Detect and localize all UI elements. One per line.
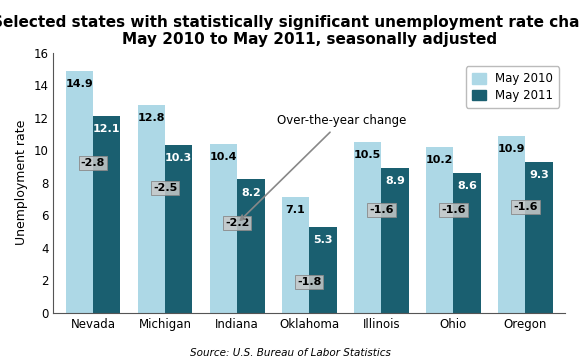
Text: -2.8: -2.8 xyxy=(81,158,105,168)
Text: 12.1: 12.1 xyxy=(93,124,121,134)
Text: -1.6: -1.6 xyxy=(513,202,538,212)
Text: 12.8: 12.8 xyxy=(137,113,165,123)
Text: 8.9: 8.9 xyxy=(385,176,405,186)
Bar xyxy=(525,162,553,313)
Text: -1.6: -1.6 xyxy=(369,205,393,215)
Text: 8.2: 8.2 xyxy=(241,188,261,198)
Bar xyxy=(282,197,309,313)
Bar xyxy=(66,71,93,313)
Bar xyxy=(454,173,481,313)
Text: 10.5: 10.5 xyxy=(354,150,381,160)
Text: -1.8: -1.8 xyxy=(297,277,321,287)
Text: 10.9: 10.9 xyxy=(498,144,525,154)
Bar xyxy=(237,180,264,313)
Text: 8.6: 8.6 xyxy=(457,181,477,191)
Text: -2.5: -2.5 xyxy=(153,183,177,193)
Text: 10.3: 10.3 xyxy=(165,153,193,163)
Bar xyxy=(381,168,409,313)
Bar xyxy=(93,116,121,313)
Legend: May 2010, May 2011: May 2010, May 2011 xyxy=(466,67,559,108)
Text: 14.9: 14.9 xyxy=(66,79,93,89)
Text: 5.3: 5.3 xyxy=(313,235,333,245)
Bar xyxy=(426,147,454,313)
Text: 10.4: 10.4 xyxy=(210,152,237,162)
Y-axis label: Unemployment rate: Unemployment rate xyxy=(15,120,28,246)
Bar xyxy=(137,105,165,313)
Bar xyxy=(210,144,237,313)
Text: 9.3: 9.3 xyxy=(529,170,549,180)
Text: -2.2: -2.2 xyxy=(225,219,249,228)
Bar xyxy=(309,226,336,313)
Text: 7.1: 7.1 xyxy=(285,206,306,216)
Text: 10.2: 10.2 xyxy=(426,155,454,165)
Text: Source: U.S. Bureau of Labor Statistics: Source: U.S. Bureau of Labor Statistics xyxy=(190,348,390,359)
Title: Selected states with statistically significant unemployment rate changes,
May 20: Selected states with statistically signi… xyxy=(0,15,580,48)
Text: -1.6: -1.6 xyxy=(441,205,466,215)
Bar xyxy=(165,145,193,313)
Bar xyxy=(354,142,381,313)
Bar xyxy=(498,136,525,313)
Text: Over-the-year change: Over-the-year change xyxy=(241,114,406,220)
